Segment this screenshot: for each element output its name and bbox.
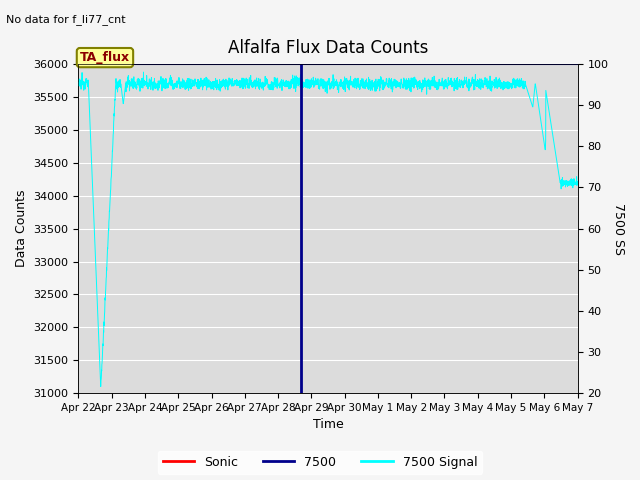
Title: Alfalfa Flux Data Counts: Alfalfa Flux Data Counts: [228, 39, 428, 57]
Text: TA_flux: TA_flux: [80, 51, 130, 64]
Legend: Sonic, 7500, 7500 Signal: Sonic, 7500, 7500 Signal: [158, 451, 482, 474]
Text: No data for f_li77_cnt: No data for f_li77_cnt: [6, 14, 126, 25]
Y-axis label: 7500 SS: 7500 SS: [612, 203, 625, 254]
Y-axis label: Data Counts: Data Counts: [15, 190, 28, 267]
X-axis label: Time: Time: [312, 419, 344, 432]
